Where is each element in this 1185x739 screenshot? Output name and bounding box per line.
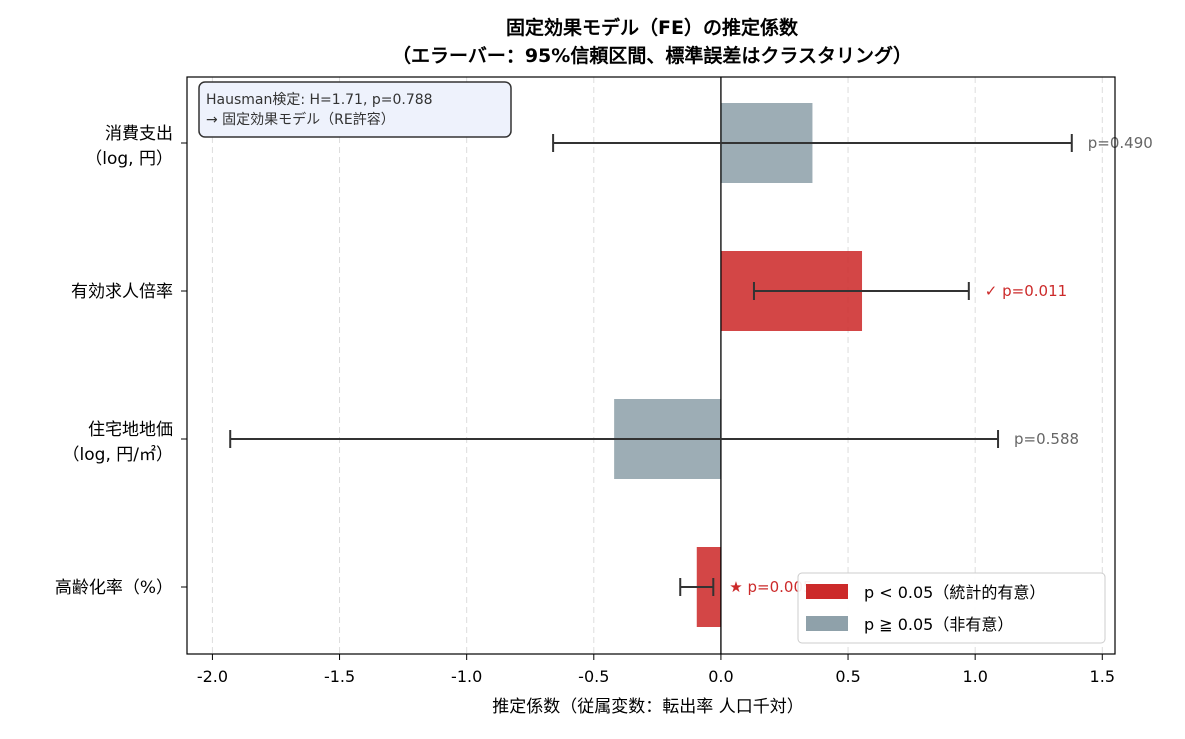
chart-title: 固定効果モデル（FE）の推定係数 (506, 16, 799, 39)
p-value-label: ★ p=0.005 (729, 578, 812, 596)
x-tick-label: 1.0 (962, 667, 987, 686)
plot-frame (186, 76, 1116, 655)
p-value-label: ✓ p=0.011 (985, 282, 1067, 300)
x-tick-label: -2.0 (197, 667, 228, 686)
legend-swatch-significant (806, 584, 848, 599)
x-tick-label: 0.5 (835, 667, 860, 686)
bar-layer (614, 103, 863, 627)
hausman-line2: → 固定効果モデル（RE許容） (206, 111, 395, 128)
p-value-label: p=0.490 (1088, 134, 1153, 152)
legend-swatch-nonsignificant (806, 616, 848, 631)
y-tick-label: 消費支出 (105, 124, 173, 144)
legend-label-nonsignificant: p ≧ 0.05（非有意） (864, 615, 1013, 634)
x-tick-label: -1.5 (324, 667, 355, 686)
x-tick-label: 0.0 (708, 667, 733, 686)
y-tick-label-line2: （log, 円） (85, 149, 173, 169)
legend-label-significant: p < 0.05（統計的有意） (864, 583, 1045, 602)
y-tick-label: 高齢化率（%） (55, 578, 173, 598)
y-tick-label: 住宅地地価 (88, 420, 173, 440)
x-tick-label: 1.5 (1090, 667, 1115, 686)
legend: p < 0.05（統計的有意） p ≧ 0.05（非有意） (797, 572, 1106, 644)
p-label-layer: p=0.490 ✓ p=0.011 p=0.588 ★ p=0.005 (729, 134, 1153, 596)
hausman-line1: Hausman検定: H=1.71, p=0.788 (206, 92, 433, 108)
x-tick-label: -1.0 (451, 667, 482, 686)
x-axis: -2.0 -1.5 -1.0 -0.5 0.0 0.5 1.0 1.5 (197, 654, 1115, 686)
errorbar-layer (229, 134, 1073, 596)
y-tick-label-line2: （log, 円/㎡） (63, 445, 173, 465)
x-tick-label: -0.5 (578, 667, 609, 686)
x-axis-label: 推定係数（従属変数：転出率 人口千対） (492, 697, 803, 717)
y-tick-label: 有効求人倍率 (71, 282, 173, 302)
p-value-label: p=0.588 (1014, 430, 1079, 448)
hausman-annotation-box: Hausman検定: H=1.71, p=0.788 → 固定効果モデル（RE許… (198, 81, 512, 138)
chart-subtitle: （エラーバー：95%信頼区間、標準誤差はクラスタリング） (392, 44, 912, 67)
grid-layer (211, 77, 1103, 654)
